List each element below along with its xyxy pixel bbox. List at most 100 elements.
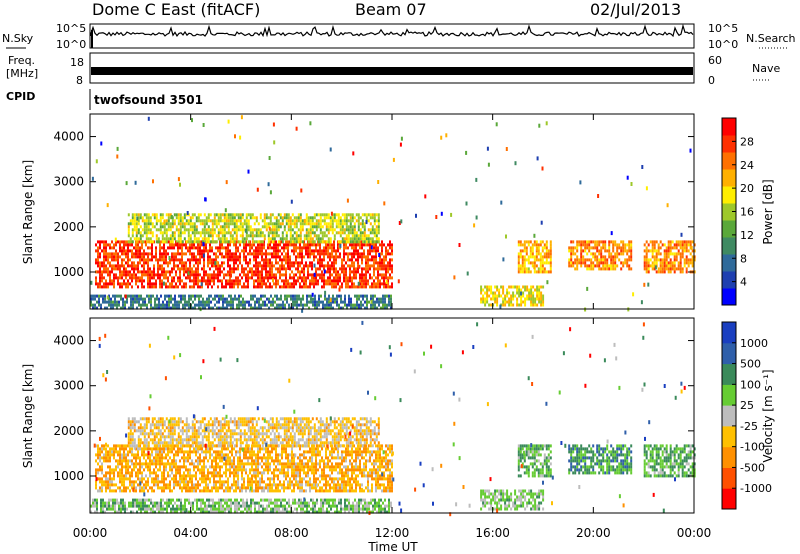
freq-label-line2: [MHz] [6,67,38,80]
power-y-ticks: 4000 3000 2000 1000 [53,130,694,279]
date-label: 02/Jul/2013 [590,0,681,19]
cpid-label: CPID [6,90,35,103]
power-colorbar-tick-2: 20 [740,182,754,195]
power-colorbar-segment-5 [722,203,736,221]
power-colorbar-tick-6: 4 [740,276,747,289]
velocity-region-5 [568,444,633,475]
freq-band [91,67,693,75]
velocity-y-ticks: 4000 3000 2000 1000 [53,334,694,483]
velocity-colorbar-segment-2 [722,446,736,468]
power-colorbar: 28 24 20 16 12 8 4 [721,117,754,306]
velocity-colorbar-segment-7 [722,342,736,365]
x-tick-0: 00:00 [73,526,108,540]
velocity-colorbar-tick-2: 100 [740,378,761,391]
power-colorbar-label: Power [dB] [761,179,775,244]
velocity-colorbar-label: Velocity [m s⁻¹] [761,369,775,462]
velocity-region-3 [480,489,545,511]
nsky-right-tick-top: 10^5 [708,22,738,35]
velocity-colorbar-tick-6: -500 [740,461,765,474]
velocity-y-tick-2: 2000 [53,424,84,438]
velocity-y-tick-1: 3000 [53,379,84,393]
nsearch-label: N.Search [746,32,796,45]
velocity-colorbar-tick-5: -100 [740,441,765,454]
x-tick-2: 08:00 [274,526,309,540]
nsky-tick-top: 10^5 [56,22,86,35]
velocity-scatter [93,320,686,517]
power-y-tick-0: 4000 [53,130,84,144]
velocity-y-tick-0: 4000 [53,334,84,348]
power-y-tick-2: 2000 [53,220,84,234]
nsky-trace [90,23,694,48]
velocity-colorbar-tick-3: 25 [740,399,754,412]
velocity-colorbar-segment-3 [722,425,736,448]
nave-tick-top: 60 [708,54,722,67]
power-colorbar-tick-5: 8 [740,252,747,265]
x-tick-1: 04:00 [173,526,208,540]
nsky-trace-line [90,23,694,38]
velocity-data [90,320,696,517]
velocity-colorbar-segment-6 [722,363,736,385]
nsky-label: N.Sky [2,32,34,45]
x-tick-6: 00:00 [677,526,712,540]
power-colorbar-segment-6 [722,186,736,204]
power-colorbar-segment-2 [722,254,736,272]
power-colorbar-tick-1: 24 [740,159,754,172]
power-colorbar-segment-4 [722,220,736,238]
velocity-region-6 [643,444,696,478]
velocity-y-axis-label: Slant Range [km] [21,364,35,468]
velocity-colorbar-tick-7: -1000 [740,482,772,495]
velocity-region-2 [90,498,392,514]
freq-tick-bottom: 8 [76,74,83,87]
velocity-colorbar-tick-0: 1000 [740,337,768,350]
power-colorbar-segment-1 [722,271,736,289]
power-panel: 4000 3000 2000 1000 Slant Range [km] 28 24 20… [21,113,775,313]
power-region-4 [517,240,552,274]
velocity-colorbar-segment-8 [722,322,736,344]
power-colorbar-tick-3: 16 [740,206,754,219]
power-region-3 [480,285,545,307]
power-region-1 [127,213,380,244]
power-colorbar-tick-0: 28 [740,135,754,148]
power-colorbar-segment-7 [722,169,736,187]
velocity-region-1 [127,417,380,448]
x-tick-4: 16:00 [475,526,510,540]
power-colorbar-segment-10 [722,118,736,136]
power-colorbar-segment-3 [722,237,736,255]
freq-label-line1: Freq. [8,54,35,67]
power-y-axis-label: Slant Range [km] [21,160,35,264]
freq-tick-top: 18 [70,56,84,69]
plot-title: Dome C East (fitACF) [92,0,260,19]
power-data [90,115,696,313]
velocity-colorbar-segment-0 [722,488,736,510]
velocity-x-ticks: 00:00 04:00 08:00 12:00 16:00 20:00 00:00 [73,318,712,540]
velocity-panel: 4000 3000 2000 1000 00:00 04:00 08:00 12:00 16:… [21,317,775,554]
power-scatter [90,115,693,313]
velocity-colorbar-tick-1: 500 [740,358,761,371]
power-colorbar-segment-8 [722,152,736,170]
nsky-tick-bottom: 10^0 [56,38,86,51]
x-axis-label: Time UT [367,540,418,554]
power-region-2 [90,294,392,310]
power-colorbar-segment-9 [722,135,736,153]
velocity-colorbar-segment-1 [722,467,736,489]
power-x-ticks [89,114,695,309]
nave-label: Nave [752,62,780,75]
velocity-colorbar-segment-5 [722,384,736,406]
nave-tick-bottom: 0 [708,74,715,87]
velocity-colorbar-tick-4: -25 [740,420,758,433]
x-tick-3: 12:00 [375,526,410,540]
power-y-tick-3: 1000 [53,265,84,279]
velocity-colorbar: 1000 500 100 25 -25 -100 -500 -1000 [721,321,772,510]
x-tick-5: 20:00 [576,526,611,540]
velocity-region-4 [517,444,552,478]
cpid-text: twofsound 3501 [94,93,203,107]
freq-panel: 18 8 60 0 [70,52,722,87]
power-region-5 [568,240,633,271]
velocity-colorbar-segment-4 [722,405,736,427]
power-region-6 [643,240,696,274]
power-colorbar-segment-0 [722,288,736,306]
power-region-0 [95,240,393,289]
velocity-y-tick-3: 1000 [53,469,84,483]
power-y-tick-1: 3000 [53,175,84,189]
